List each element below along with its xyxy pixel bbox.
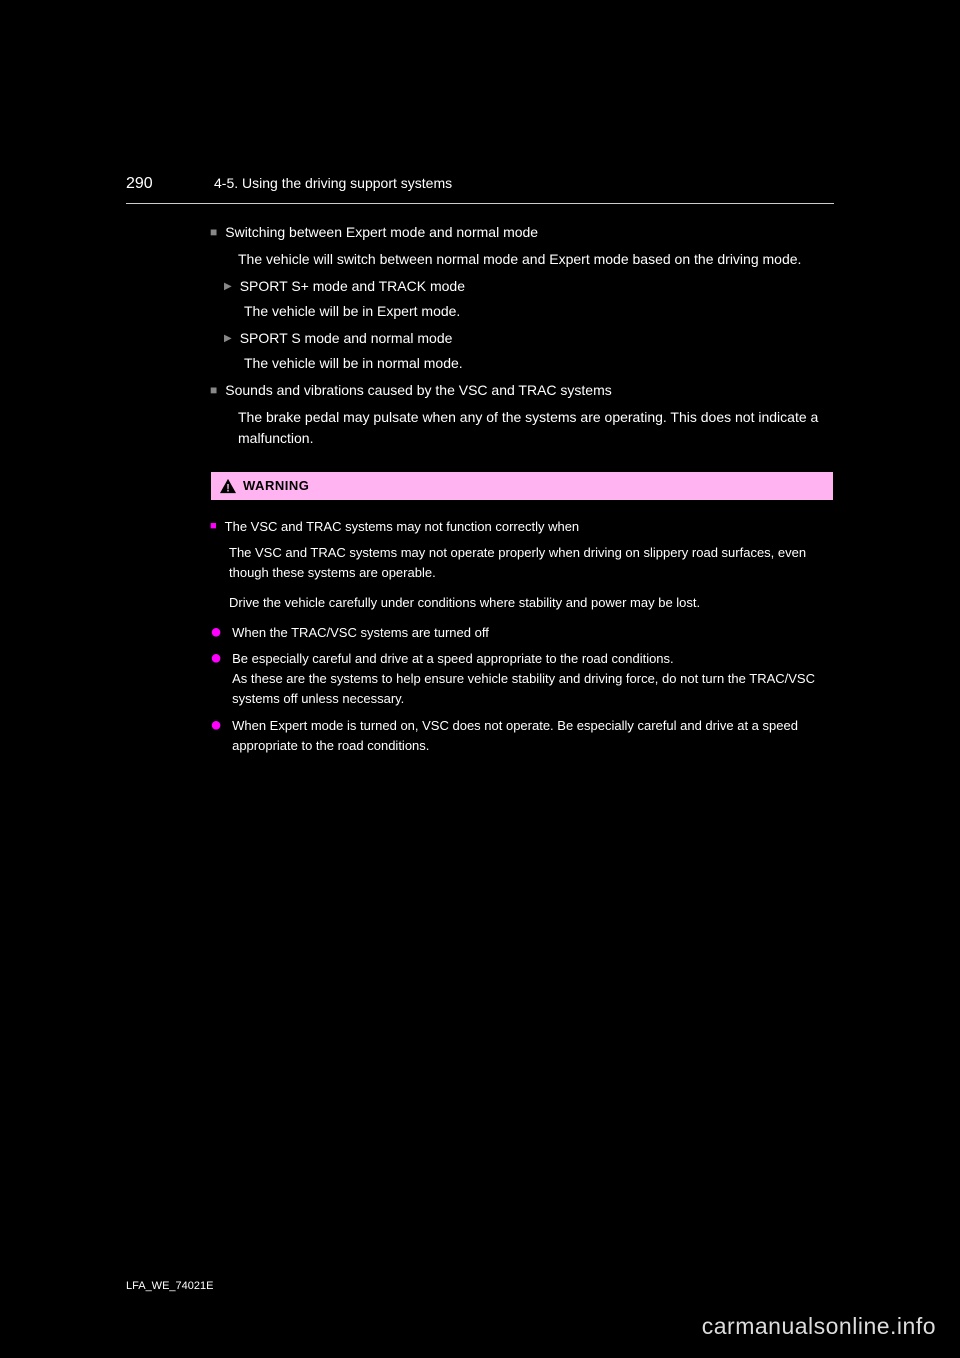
square-marker-icon: ■ [210, 380, 217, 401]
warning-label: WARNING [243, 476, 309, 496]
section-body: The vehicle will switch between normal m… [238, 249, 834, 270]
section-title: Sounds and vibrations caused by the VSC … [225, 380, 612, 401]
pink-square-marker-icon: ■ [210, 517, 217, 537]
section-title: Switching between Expert mode and normal… [225, 222, 538, 243]
warning-section-item: ■ The VSC and TRAC systems may not funct… [210, 517, 834, 537]
subsection-item: ▶ SPORT S mode and normal mode [224, 328, 834, 349]
pink-bullet-icon: ● [210, 649, 222, 709]
section-item: ■ Switching between Expert mode and norm… [210, 222, 834, 243]
body-content: ■ Switching between Expert mode and norm… [126, 222, 834, 756]
warning-bullet-text: Be especially careful and drive at a spe… [232, 649, 834, 709]
page-content: 290 4-5. Using the driving support syste… [126, 175, 834, 762]
warning-bullet-text: When Expert mode is turned on, VSC does … [232, 716, 834, 756]
warning-bullet-line: Be especially careful and drive at a spe… [232, 651, 674, 666]
pink-bullet-icon: ● [210, 623, 222, 643]
pink-bullet-icon: ● [210, 716, 222, 756]
header-divider [126, 203, 834, 204]
warning-section-title: The VSC and TRAC systems may not functio… [225, 517, 580, 537]
subsection-title: SPORT S+ mode and TRACK mode [240, 276, 465, 297]
warning-triangle-icon: ! [219, 478, 237, 494]
warning-header: ! WARNING [210, 471, 834, 501]
document-id: LFA_WE_74021E [126, 1280, 213, 1292]
warning-bullet-item: ● When the TRAC/VSC systems are turned o… [210, 623, 834, 643]
warning-bullet-line: As these are the systems to help ensure … [232, 671, 815, 706]
page-number: 290 [126, 175, 153, 193]
warning-bullet-item: ● When Expert mode is turned on, VSC doe… [210, 716, 834, 756]
warning-paragraph: Drive the vehicle carefully under condit… [229, 593, 834, 613]
square-marker-icon: ■ [210, 222, 217, 243]
triangle-marker-icon: ▶ [224, 276, 232, 297]
section-item: ■ Sounds and vibrations caused by the VS… [210, 380, 834, 401]
warning-bullet-text: When the TRAC/VSC systems are turned off [232, 623, 489, 643]
section-path: 4-5. Using the driving support systems [214, 175, 452, 191]
warning-box: ! WARNING ■ The VSC and TRAC systems may… [210, 471, 834, 756]
warning-body: ■ The VSC and TRAC systems may not funct… [210, 501, 834, 756]
subsection-body: The vehicle will be in Expert mode. [244, 301, 834, 322]
subsection-item: ▶ SPORT S+ mode and TRACK mode [224, 276, 834, 297]
warning-bullet-item: ● Be especially careful and drive at a s… [210, 649, 834, 709]
warning-paragraph: The VSC and TRAC systems may not operate… [229, 543, 834, 583]
section-body: The brake pedal may pulsate when any of … [238, 407, 834, 449]
subsection-title: SPORT S mode and normal mode [240, 328, 453, 349]
svg-text:!: ! [226, 482, 230, 494]
subsection-body: The vehicle will be in normal mode. [244, 353, 834, 374]
watermark: carmanualsonline.info [702, 1313, 936, 1340]
triangle-marker-icon: ▶ [224, 328, 232, 349]
